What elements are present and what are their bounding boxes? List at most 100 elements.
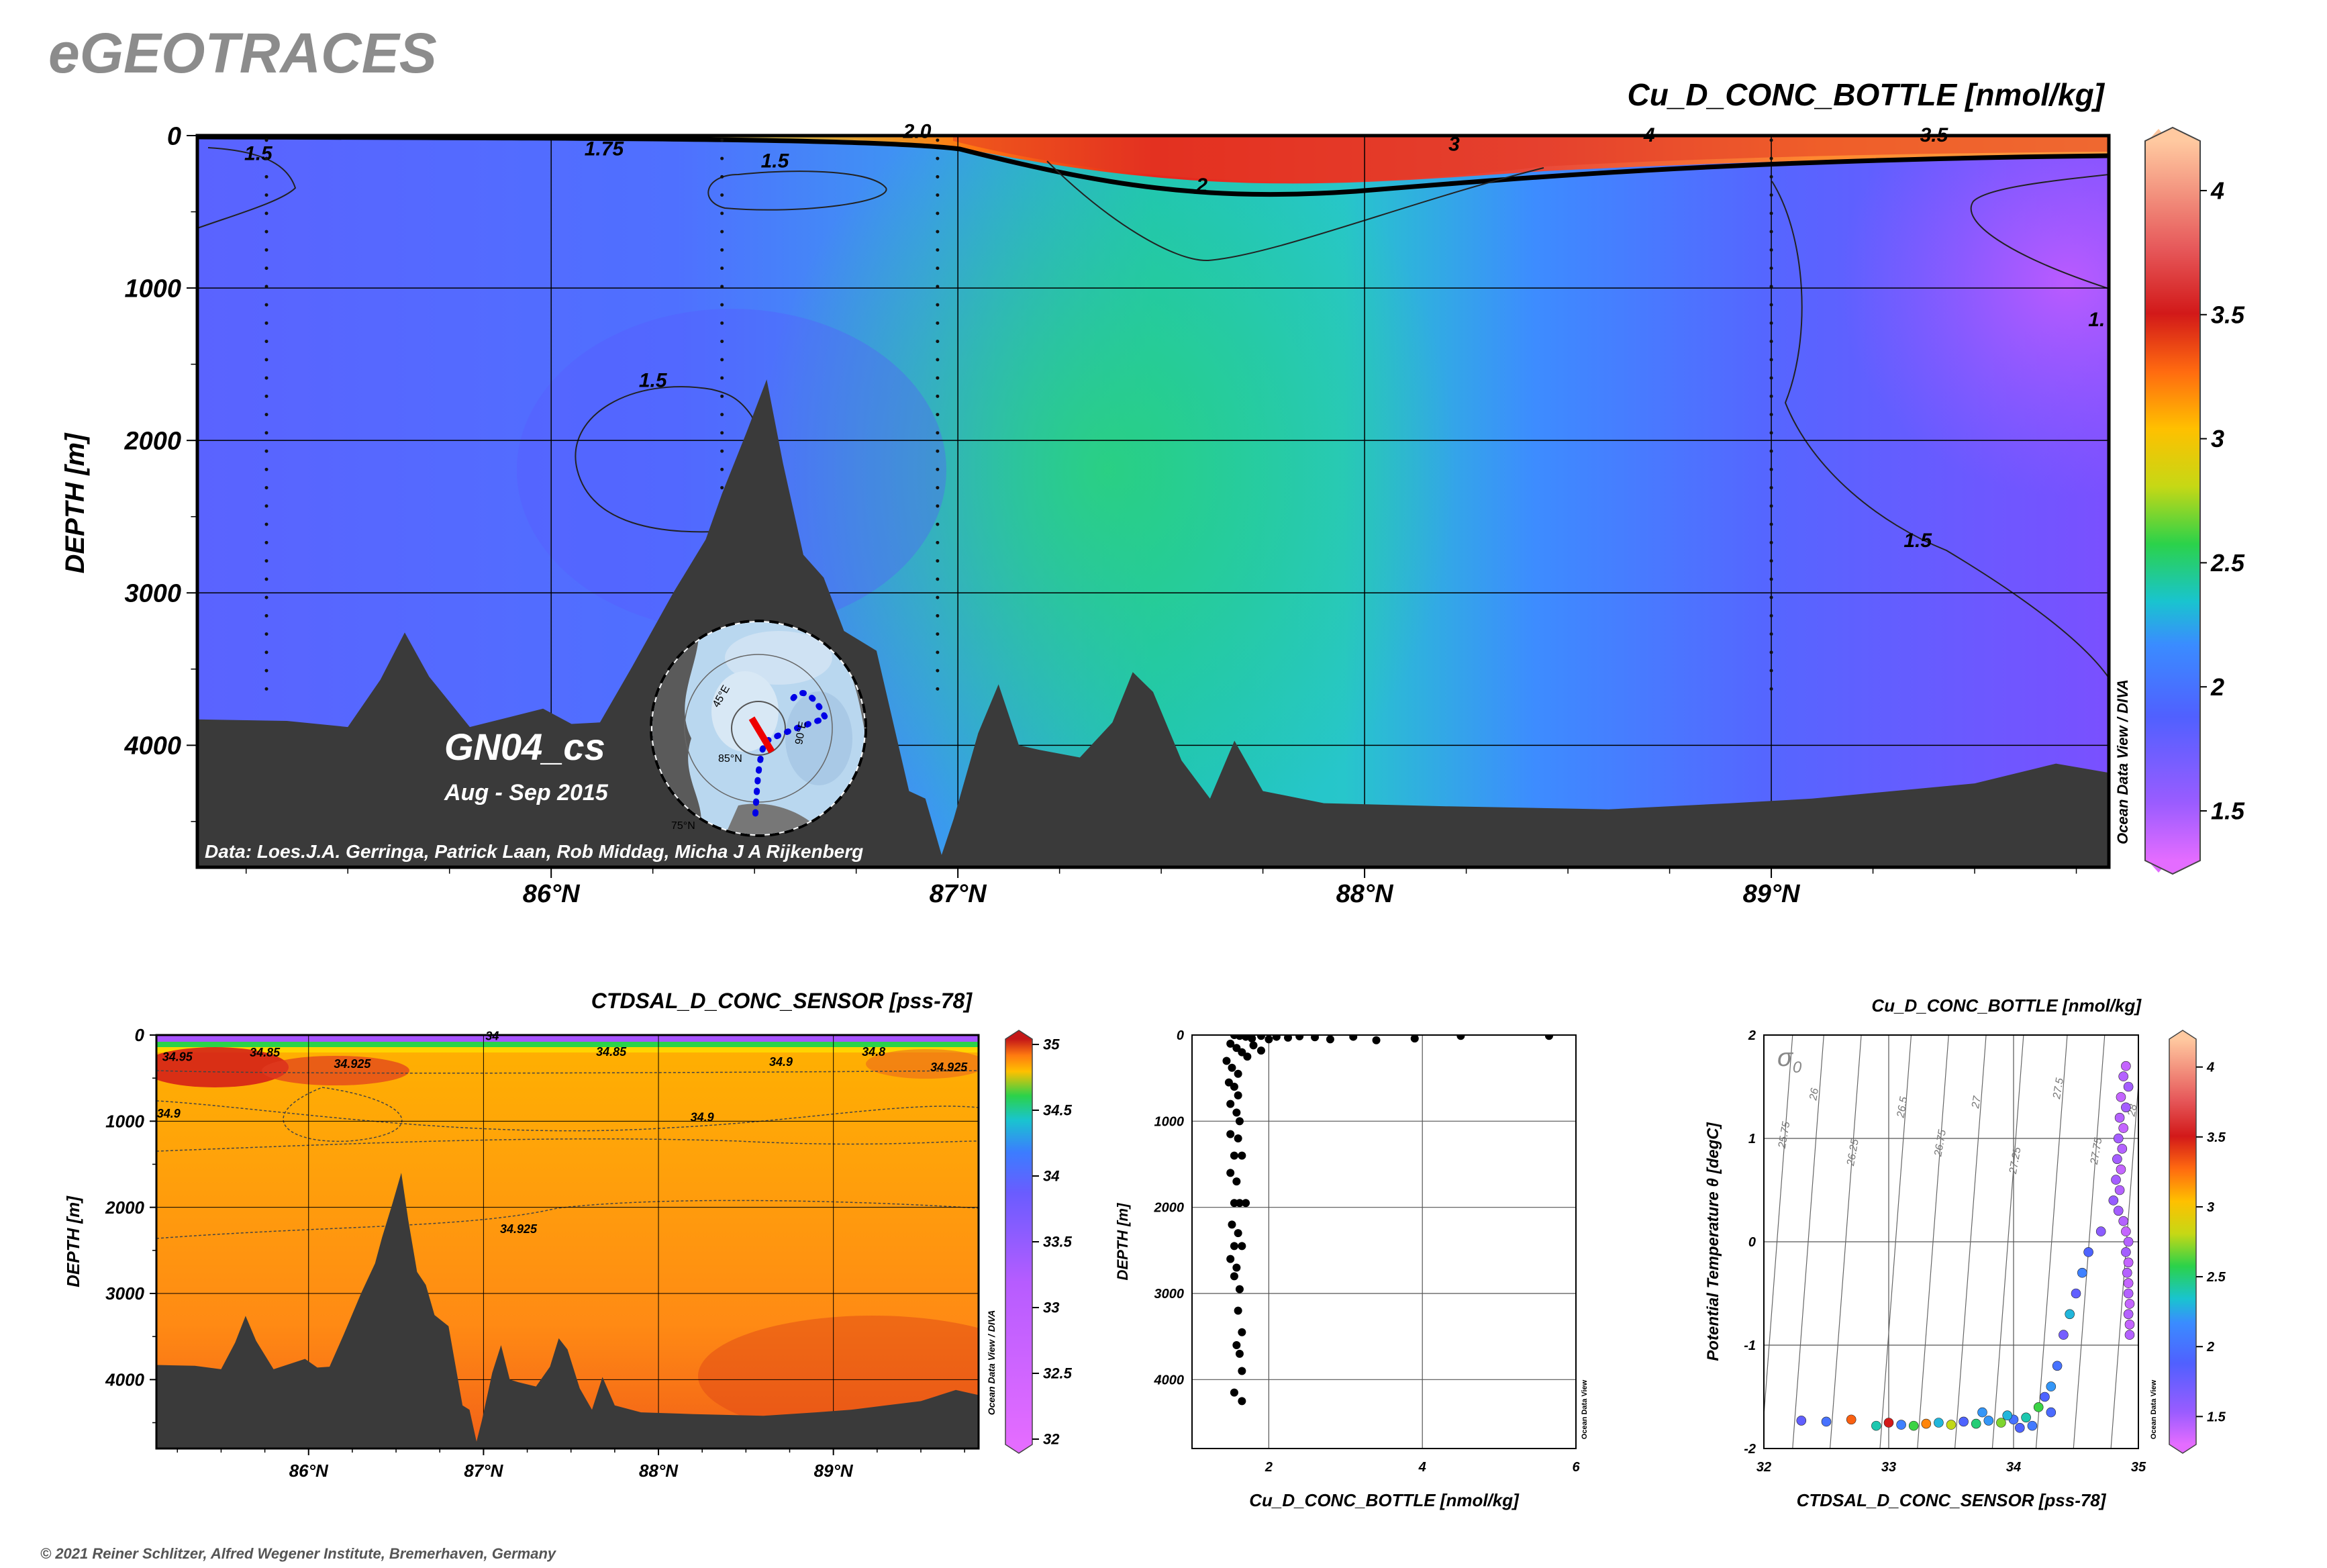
main-station-sample: [936, 504, 940, 508]
ts-y-tick-label: 0: [1748, 1235, 1756, 1250]
main-station-sample: [936, 394, 940, 398]
ts-plot-panel: Cu_D_CONC_BOTTLE [nmol/kg] 25.75 26 26.25 2…: [1704, 995, 2226, 1510]
profile-point: [1242, 1199, 1250, 1208]
profile-x-tick-label: 4: [1418, 1460, 1426, 1475]
main-station-sample: [1769, 248, 1773, 252]
ts-point: [2122, 1267, 2132, 1278]
ts-point: [1908, 1420, 1919, 1431]
profile-points: [1222, 1035, 1553, 1406]
profile-point: [1349, 1035, 1358, 1041]
profile-point: [1372, 1036, 1381, 1044]
ts-isopycnal-line: [2035, 1035, 2068, 1449]
main-station-sample: [720, 138, 724, 142]
ts-x-tick-label: 32: [1756, 1460, 1771, 1475]
main-y-tick-label: 4000: [123, 732, 181, 761]
profile-point: [1243, 1052, 1252, 1061]
ts-isopycnal-line: [1879, 1035, 1912, 1449]
main-station-sample: [936, 486, 940, 490]
profile-y-tick-label: 3000: [1154, 1287, 1185, 1302]
main-station-sample: [264, 595, 268, 599]
main-station-sample: [1769, 449, 1773, 453]
ts-point: [1871, 1420, 1881, 1431]
main-contour-label: 1.5: [1903, 530, 1932, 552]
salinity-contour-label: 34: [485, 1030, 499, 1043]
ts-point: [2116, 1092, 2126, 1102]
ts-point: [2077, 1267, 2087, 1278]
profile-point: [1456, 1035, 1465, 1040]
salinity-y-tick-label: 4000: [105, 1369, 144, 1389]
ts-point: [2117, 1144, 2128, 1154]
ts-point: [2113, 1206, 2124, 1216]
main-contour-label: 1.5: [244, 142, 273, 164]
salinity-colorbar-ticks: 32 32.5 33 33.5 34 34.5 35: [1032, 1036, 1073, 1448]
profile-point: [1226, 1169, 1235, 1177]
salinity-colorbar-tick-label: 34: [1043, 1168, 1059, 1185]
profile-point: [1234, 1134, 1242, 1142]
main-station-sample: [1769, 266, 1773, 271]
ts-point: [2123, 1236, 2134, 1247]
main-station-sample: [936, 632, 940, 636]
ts-point: [2083, 1247, 2093, 1257]
ts-colorbar-tick-label: 1.5: [2207, 1410, 2226, 1424]
main-station-sample: [264, 559, 268, 563]
main-station-sample: [936, 156, 940, 160]
main-station-sample: [264, 486, 268, 490]
salinity-x-tick-label: 86°N: [289, 1461, 329, 1481]
main-station-sample: [1769, 595, 1773, 599]
main-station-sample: [936, 211, 940, 215]
main-station-sample: [264, 175, 268, 179]
ts-point: [1959, 1416, 1969, 1427]
main-station-sample: [936, 175, 940, 179]
main-station-sample: [264, 321, 268, 325]
map-label-90e: 90°E: [793, 720, 809, 745]
profile-point: [1410, 1035, 1419, 1043]
ts-point: [2112, 1154, 2122, 1165]
main-station-sample: [1769, 632, 1773, 636]
ts-odv-label: Ocean Data View: [2150, 1379, 2158, 1439]
salinity-title: CTDSAL_D_CONC_SENSOR [pss-78]: [591, 989, 973, 1013]
profile-point: [1226, 1039, 1235, 1048]
profile-point: [1235, 1349, 1244, 1358]
profile-odv-label: Ocean Data View: [1581, 1379, 1589, 1439]
main-station-sample: [264, 138, 268, 142]
main-station-sample: [1769, 669, 1773, 673]
profile-point: [1295, 1035, 1304, 1040]
main-colorbar-tick-label: 1.5: [2211, 797, 2245, 825]
main-station-sample: [936, 230, 940, 234]
ts-isopycnal-label: 26.75: [1932, 1129, 1948, 1158]
ts-isopycnal-line: [2073, 1035, 2106, 1449]
ts-grid: [1764, 1035, 2138, 1449]
main-station-sample: [1769, 175, 1773, 179]
ts-point: [1934, 1418, 1944, 1428]
main-section-title: Cu_D_CONC_BOTTLE [nmol/kg]: [1628, 77, 2106, 112]
main-station-sample: [936, 669, 940, 673]
main-station-sample: [1769, 211, 1773, 215]
ts-point: [2040, 1391, 2050, 1402]
profile-plot-frame: [1191, 1034, 1577, 1449]
main-station-sample: [936, 358, 940, 362]
ts-x-tick-label: 34: [2006, 1460, 2021, 1475]
profile-y-tick-label: 0: [1177, 1028, 1184, 1043]
main-colorbar-tick-label: 3.5: [2211, 301, 2245, 328]
ts-isopycnal-label: 27.75: [2089, 1137, 2105, 1166]
main-contour-labels: 1.5 1.751.52.023 4 3.51.51.51.: [244, 120, 2105, 552]
profile-point: [1238, 1242, 1246, 1251]
main-y-ticks: 0 1000 2000 3000 4000: [123, 122, 197, 822]
main-station-sample: [1769, 687, 1773, 691]
salinity-colorbar-tick-label: 33: [1043, 1300, 1059, 1316]
main-station-sample: [1769, 156, 1773, 160]
main-station-sample: [936, 321, 940, 325]
profile-y-tick-label: 1000: [1154, 1114, 1185, 1129]
ts-point: [1846, 1414, 1856, 1425]
ts-isopycnal-line: [1991, 1035, 2024, 1449]
main-station-sample: [936, 285, 940, 289]
profile-point: [1235, 1285, 1244, 1293]
profile-point: [1232, 1263, 1241, 1272]
map-label-75n: 75°N: [671, 820, 695, 832]
main-station-sample: [1769, 376, 1773, 380]
ts-point: [2114, 1185, 2125, 1195]
profile-point: [1232, 1044, 1241, 1052]
main-station-sample: [1769, 413, 1773, 417]
ts-point: [2116, 1164, 2126, 1175]
main-station-sample: [264, 577, 268, 581]
